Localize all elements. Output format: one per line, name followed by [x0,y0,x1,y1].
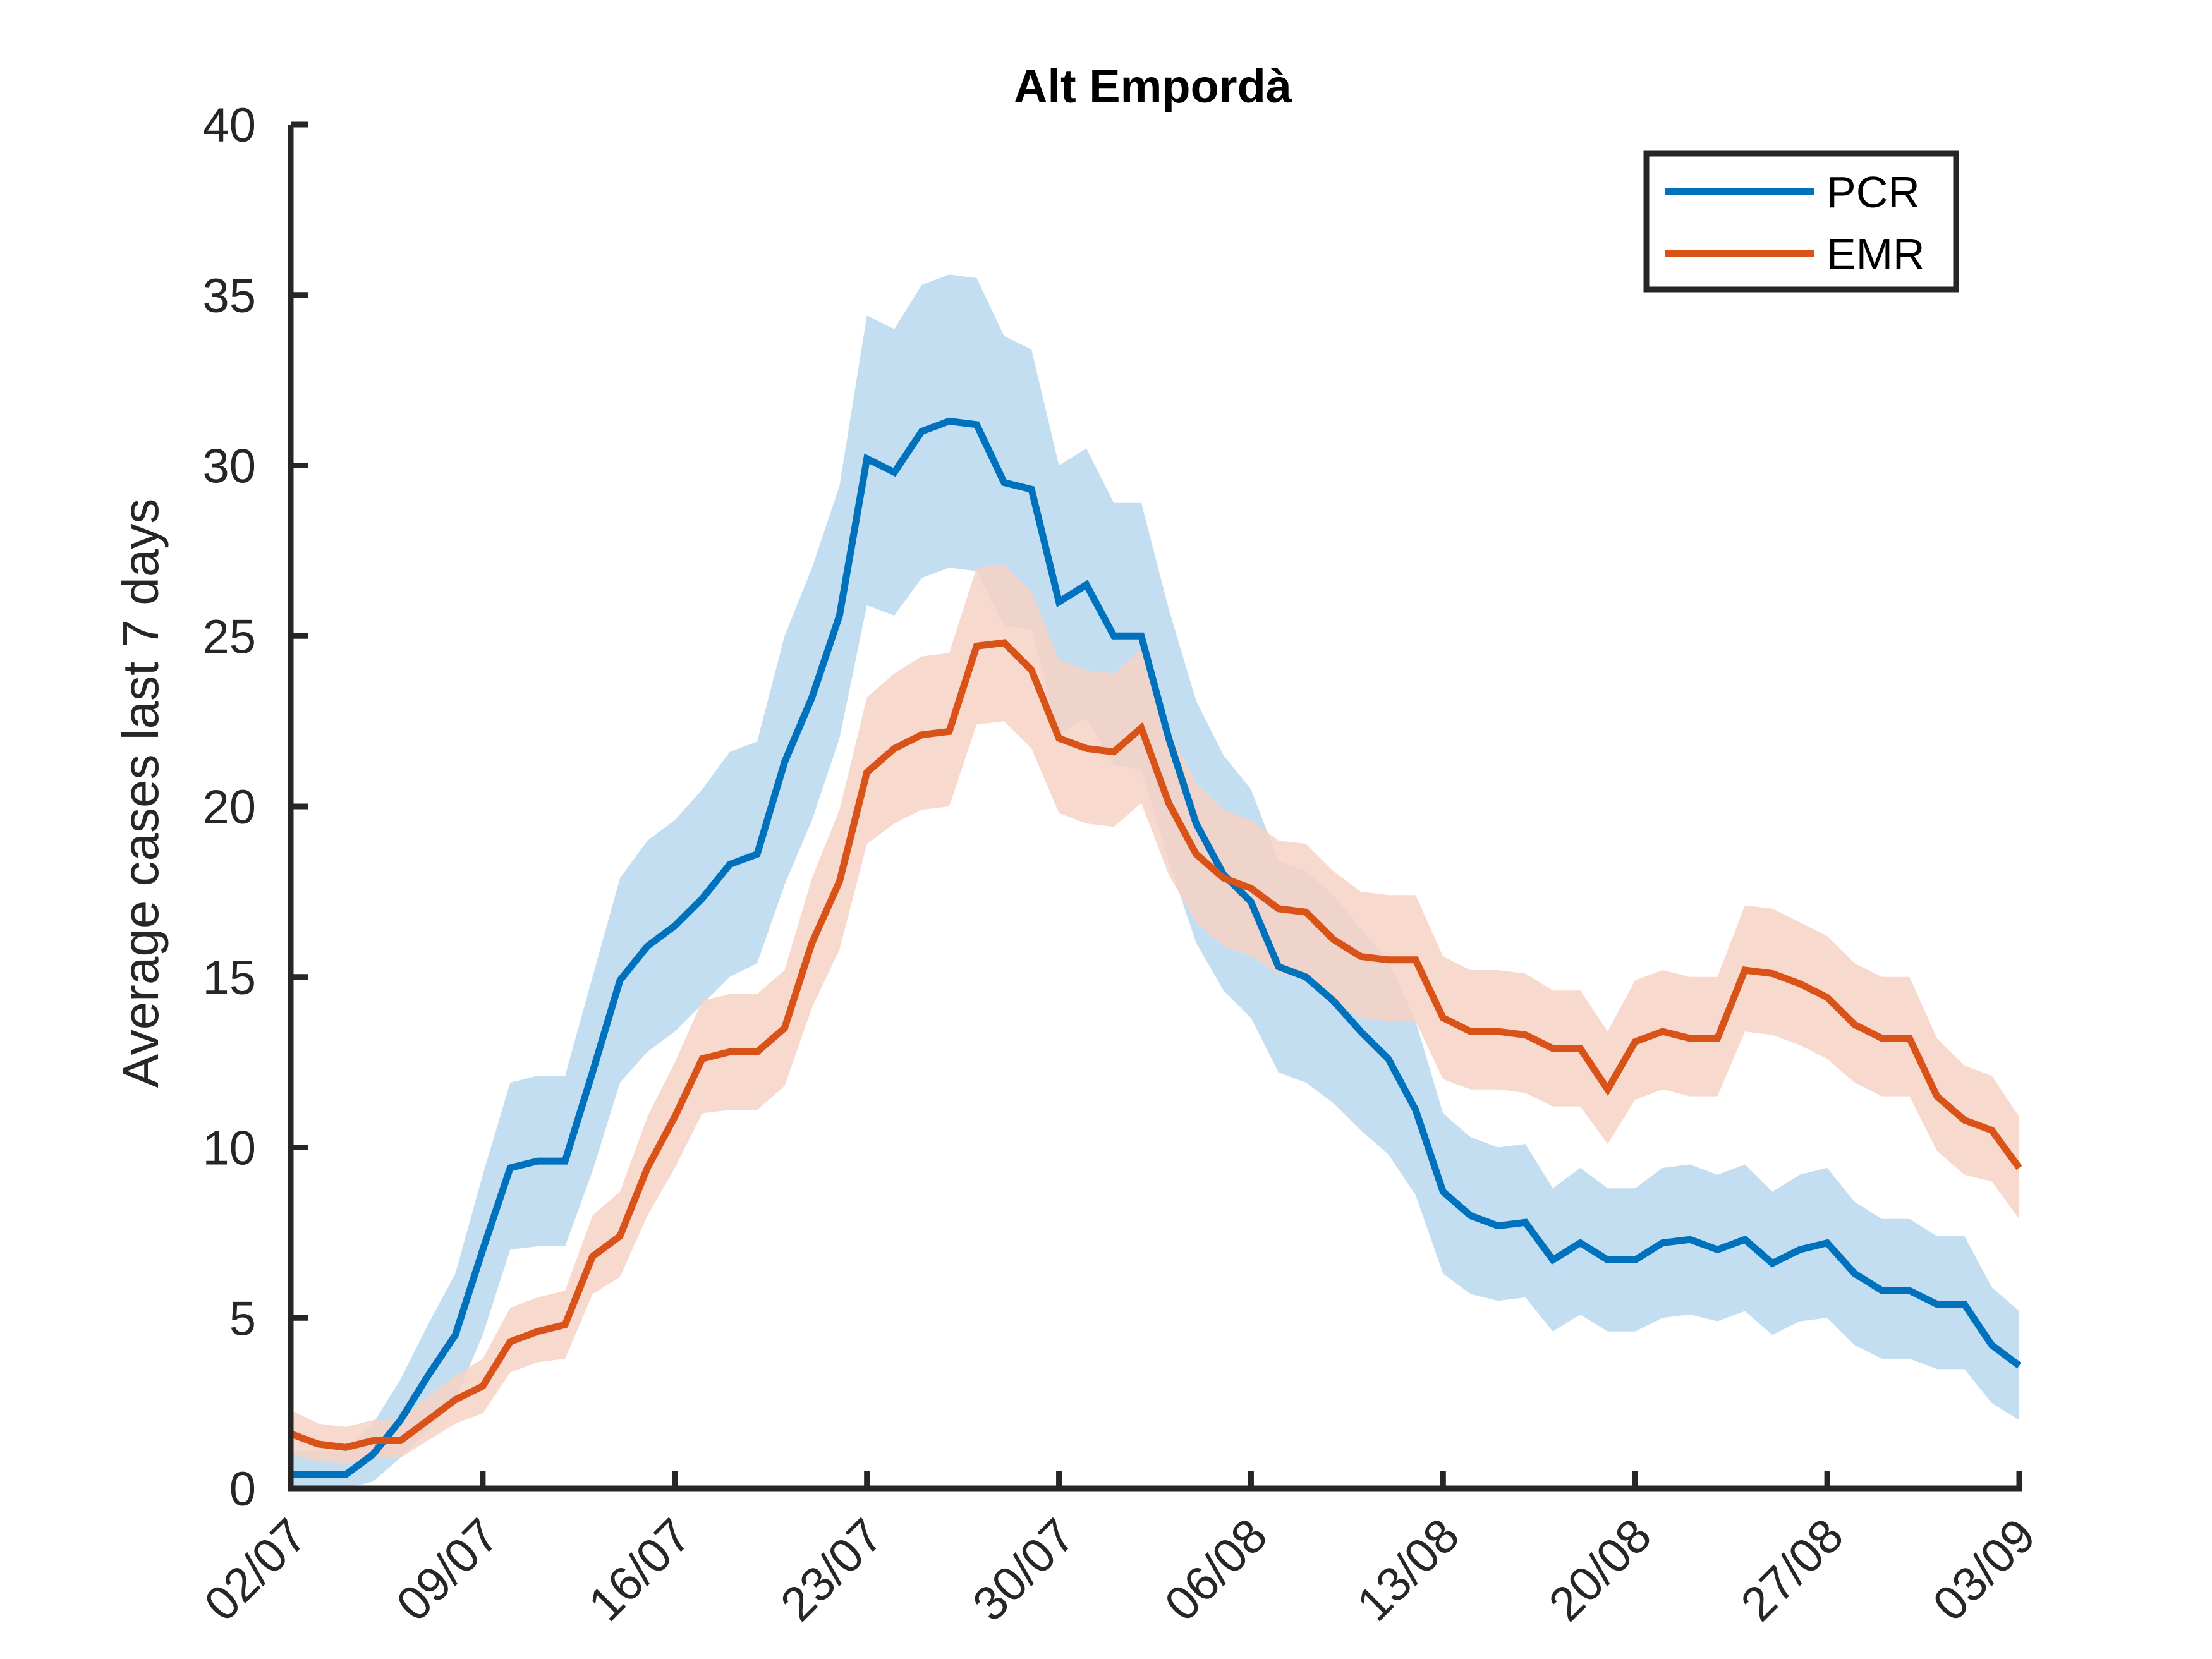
series-lines [289,417,2022,1478]
chart-title: Alt Empordà [1014,60,1292,112]
legend: PCR EMR [1643,150,1959,293]
y-tick-label: 40 [202,99,256,152]
y-tick-label: 35 [202,269,256,323]
confidence-bands [291,274,2019,1488]
legend-label-emr: EMR [1826,229,1925,279]
y-axis-label: Average cases last 7 days [112,499,169,1088]
y-tick-label: 30 [202,440,256,494]
series-line-pcr [291,417,2022,1478]
legend-box [1643,150,1959,293]
series-line-emr [289,639,2022,1451]
series-points-emr [290,642,2020,1448]
y-tick-label: 25 [202,610,256,664]
band-emr [291,564,2019,1465]
y-tick-label: 0 [229,1462,256,1516]
band-pcr [291,274,2019,1488]
y-tick-label: 5 [229,1292,256,1346]
y-tick-label: 10 [202,1122,256,1176]
series-points-pcr [290,421,2020,1475]
legend-label-pcr: PCR [1826,167,1920,217]
y-tick-label: 15 [202,951,256,1005]
y-tick-label: 20 [202,781,256,834]
